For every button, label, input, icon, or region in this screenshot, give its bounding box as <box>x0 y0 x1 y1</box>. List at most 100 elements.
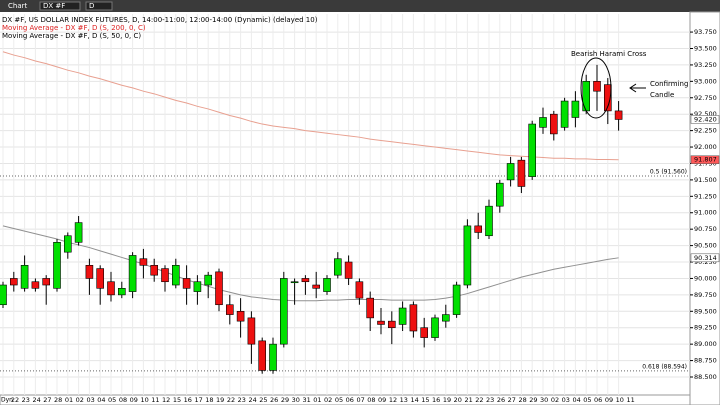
candle-body <box>161 268 169 283</box>
candle-body <box>452 284 461 315</box>
x-tick-label: 22 <box>11 396 19 404</box>
x-tick-label: 30 <box>540 396 548 404</box>
candle-body <box>441 314 450 322</box>
candle-body <box>279 278 288 345</box>
grid <box>0 14 690 395</box>
candle-body <box>506 163 515 181</box>
plot <box>0 51 690 374</box>
candle-body <box>377 320 385 325</box>
x-tick-label: 16 <box>184 396 192 404</box>
x-tick-label: 04 <box>97 396 105 404</box>
price-tag <box>690 155 720 164</box>
candle-body <box>193 281 202 292</box>
interval-box[interactable] <box>85 1 113 11</box>
toolbar-tab[interactable]: Chart <box>8 2 27 10</box>
level-label: 0.618 (88.594) <box>642 363 687 370</box>
candle-body <box>172 265 180 286</box>
x-tick-label: 06 <box>346 396 354 404</box>
candle-body <box>96 268 104 289</box>
x-tick-label: 02 <box>551 396 559 404</box>
candle-body <box>333 258 342 276</box>
x-tick-label: 29 <box>281 396 289 404</box>
candle-body <box>139 258 148 266</box>
moving-average-line <box>2 225 619 302</box>
x-tick-label: 25 <box>259 396 267 404</box>
level-label: 0.5 (91.560) <box>650 168 687 175</box>
symbol-box[interactable] <box>39 1 81 11</box>
x-tick-label: 08 <box>367 396 375 404</box>
x-tick-label: 24 <box>248 396 256 404</box>
candle-body <box>614 110 623 120</box>
interval-input[interactable]: D <box>89 2 94 10</box>
y-tick-label: 93.750 <box>694 28 717 36</box>
candle-body <box>312 284 321 289</box>
x-tick-label: 13 <box>400 396 408 404</box>
x-tick-label: 09 <box>130 396 138 404</box>
candle-body <box>420 327 429 338</box>
moving-average-line <box>2 51 619 161</box>
price-axis <box>689 11 720 405</box>
candle-body <box>10 278 18 286</box>
y-tick-label: 89.250 <box>694 324 717 332</box>
legend-entry: Moving Average - DX #F, D (S, 50, 0, C) <box>2 32 141 40</box>
x-tick-label: 08 <box>119 396 127 404</box>
candle-body <box>128 255 137 292</box>
highlight-ellipse <box>580 57 612 119</box>
candle-body <box>517 159 526 187</box>
x-tick-label: 09 <box>378 396 386 404</box>
x-tick-label: 24 <box>32 396 40 404</box>
y-tick-label: 91.250 <box>694 192 717 200</box>
chart-title: DX #F, US DOLLAR INDEX FUTURES, D, 14:00… <box>2 16 318 24</box>
symbol-input[interactable]: DX #F <box>43 2 65 10</box>
candle-body <box>474 225 483 233</box>
x-tick-label: 23 <box>22 396 30 404</box>
candle-body <box>42 278 51 286</box>
candle-body <box>539 117 547 128</box>
candle-body <box>571 100 580 118</box>
x-tick-label: 10 <box>140 396 148 404</box>
candle-body <box>355 281 364 299</box>
x-tick-label: 11 <box>626 396 634 404</box>
y-tick-label: 89.750 <box>694 291 717 299</box>
x-tick-label: 28 <box>518 396 526 404</box>
price-tag <box>690 253 720 263</box>
x-tick-label: 04 <box>572 396 580 404</box>
x-tick-label: 15 <box>173 396 181 404</box>
y-tick-label: 92.250 <box>694 127 717 135</box>
x-tick-label: 10 <box>616 396 624 404</box>
y-tick-label: 89.000 <box>694 340 717 348</box>
candle-body <box>528 123 537 177</box>
candle-body <box>431 317 439 338</box>
candle-body <box>269 343 277 371</box>
annotation: Confirming <box>650 80 688 88</box>
candle-body <box>366 297 375 319</box>
annotation: Candle <box>650 91 674 99</box>
x-tick-label: 05 <box>583 396 591 404</box>
candle-body <box>485 205 493 237</box>
candle-body <box>398 307 407 325</box>
candle-body <box>495 182 504 207</box>
x-tick-label: 28 <box>54 396 62 404</box>
arrow <box>629 83 646 93</box>
x-tick-label: 26 <box>497 396 505 404</box>
x-tick-label: 19 <box>443 396 451 404</box>
x-tick-label: 03 <box>86 396 94 404</box>
time-axis <box>0 394 691 405</box>
candle-body <box>204 274 212 286</box>
candle-body <box>64 235 72 253</box>
candle-body <box>182 278 191 289</box>
candle-body <box>593 81 601 92</box>
y-tick-label: 88.750 <box>694 357 717 365</box>
price-tag-label: 90.314 <box>694 254 717 262</box>
candle-body <box>226 304 234 315</box>
y-tick-label: 92.500 <box>694 110 717 118</box>
x-tick-label: 03 <box>562 396 570 404</box>
candle-body <box>236 310 245 322</box>
candle-body <box>85 265 94 279</box>
candle-body <box>118 288 126 296</box>
price-tag-label: 92.420 <box>694 115 717 123</box>
y-tick-label: 90.500 <box>694 242 717 250</box>
candle-body <box>344 261 353 279</box>
axis-corner: Dyn <box>1 397 13 404</box>
